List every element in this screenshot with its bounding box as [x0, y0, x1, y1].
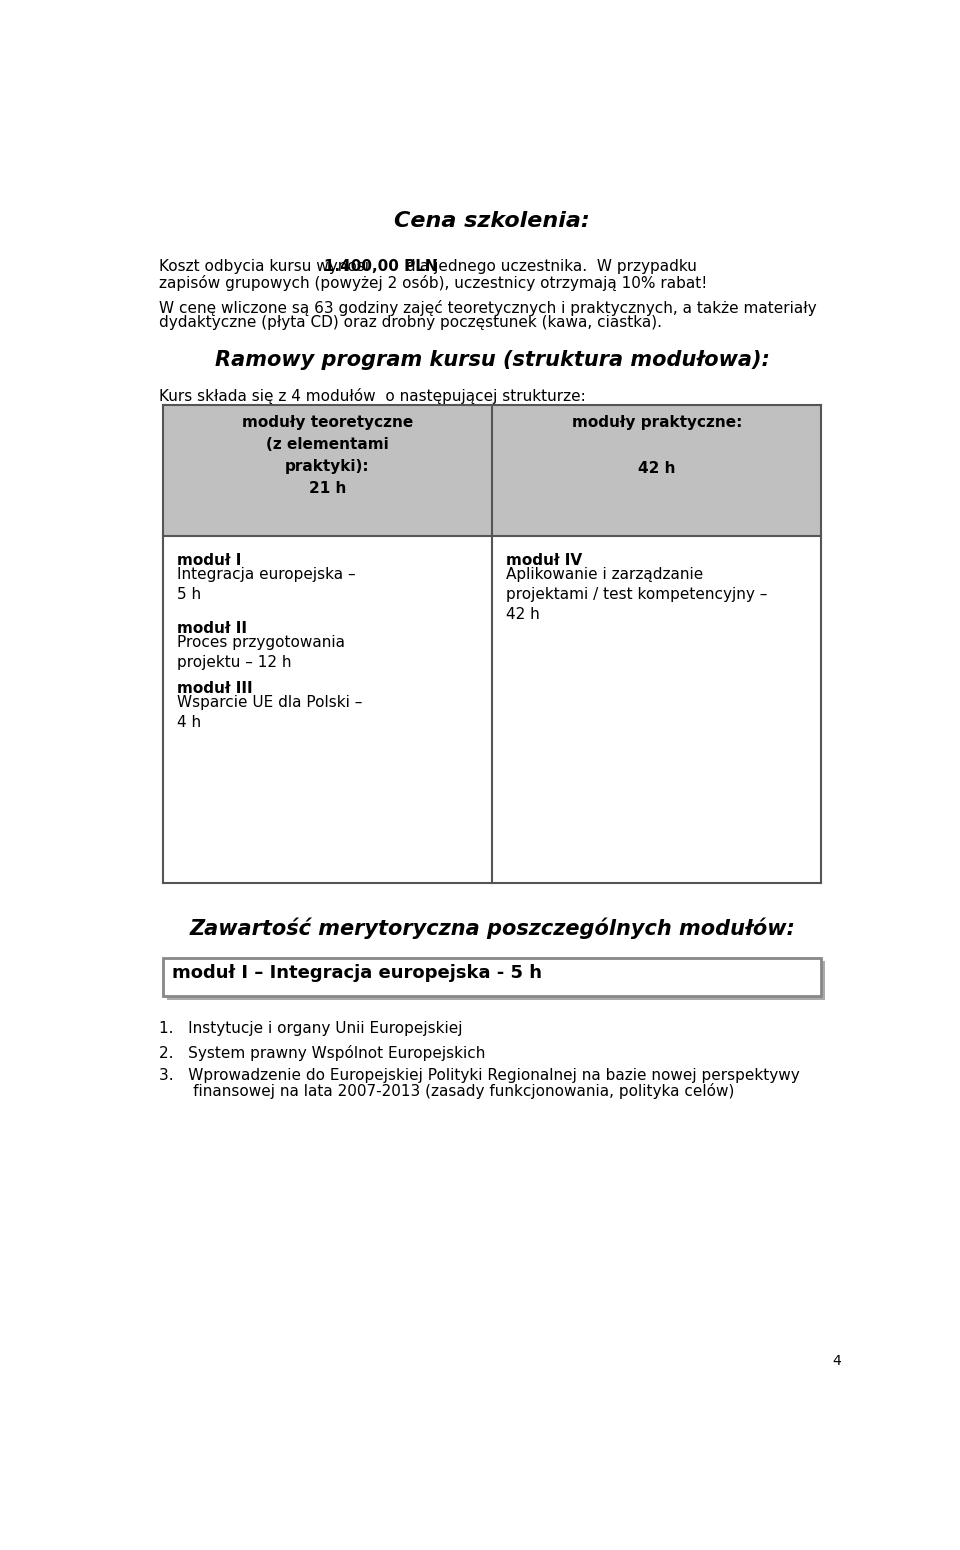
- Text: 1.   Instytucje i organy Unii Europejskiej: 1. Instytucje i organy Unii Europejskiej: [158, 1021, 463, 1037]
- Bar: [492, 406, 822, 536]
- Text: moduł I – Integracja europejska - 5 h: moduł I – Integracja europejska - 5 h: [172, 964, 542, 981]
- Text: Proces przygotowania
projektu – 12 h: Proces przygotowania projektu – 12 h: [177, 636, 345, 670]
- Text: moduły praktyczne:

42 h: moduły praktyczne: 42 h: [571, 415, 742, 476]
- Text: Ramowy program kursu (struktura modułowa):: Ramowy program kursu (struktura modułowa…: [215, 350, 769, 370]
- Text: 2.   System prawny Wspólnot Europejskich: 2. System prawny Wspólnot Europejskich: [158, 1045, 485, 1060]
- Text: moduł II: moduł II: [177, 622, 247, 636]
- Text: Kurs składa się z 4 modułów  o następującej strukturze:: Kurs składa się z 4 modułów o następując…: [158, 388, 586, 403]
- Text: 4: 4: [832, 1355, 841, 1369]
- Bar: [166, 961, 826, 1000]
- Text: 3.   Wprowadzenie do Europejskiej Polityki Regionalnej na bazie nowej perspektyw: 3. Wprowadzenie do Europejskiej Polityki…: [158, 1068, 800, 1082]
- Text: dydaktyczne (płyta CD) oraz drobny poczęstunek (kawa, ciastka).: dydaktyczne (płyta CD) oraz drobny poczę…: [158, 315, 661, 330]
- Text: moduł IV: moduł IV: [506, 553, 582, 569]
- Text: dla jednego uczestnika.  W przypadku: dla jednego uczestnika. W przypadku: [401, 259, 697, 274]
- Text: 1.400,00 PLN: 1.400,00 PLN: [324, 259, 438, 274]
- Text: Cena szkolenia:: Cena szkolenia:: [395, 211, 589, 231]
- Text: finansowej na lata 2007-2013 (zasady funkcjonowania, polityka celów): finansowej na lata 2007-2013 (zasady fun…: [158, 1083, 734, 1099]
- Text: Aplikowanie i zarządzanie
projektami / test kompetencyjny –
42 h: Aplikowanie i zarządzanie projektami / t…: [506, 567, 767, 622]
- Text: Integracja europejska –
5 h: Integracja europejska – 5 h: [177, 567, 355, 601]
- Bar: [162, 958, 822, 997]
- Bar: [162, 406, 492, 536]
- Text: Wsparcie UE dla Polski –
4 h: Wsparcie UE dla Polski – 4 h: [177, 694, 362, 730]
- Text: W cenę wliczone są 63 godziny zajęć teoretycznych i praktycznych, a także materi: W cenę wliczone są 63 godziny zajęć teor…: [158, 301, 816, 316]
- Text: moduł I: moduł I: [177, 553, 241, 569]
- Text: zapisów grupowych (powyżej 2 osób), uczestnicy otrzymają 10% rabat!: zapisów grupowych (powyżej 2 osób), ucze…: [158, 274, 707, 290]
- Bar: [162, 536, 822, 884]
- Text: moduł III: moduł III: [177, 680, 252, 696]
- Text: moduły teoretyczne
(z elementami
praktyki):
21 h: moduły teoretyczne (z elementami praktyk…: [242, 415, 413, 496]
- Text: Zawartość merytoryczna poszczególnych modułów:: Zawartość merytoryczna poszczególnych mo…: [189, 918, 795, 939]
- Text: Koszt odbycia kursu wynosi: Koszt odbycia kursu wynosi: [158, 259, 373, 274]
